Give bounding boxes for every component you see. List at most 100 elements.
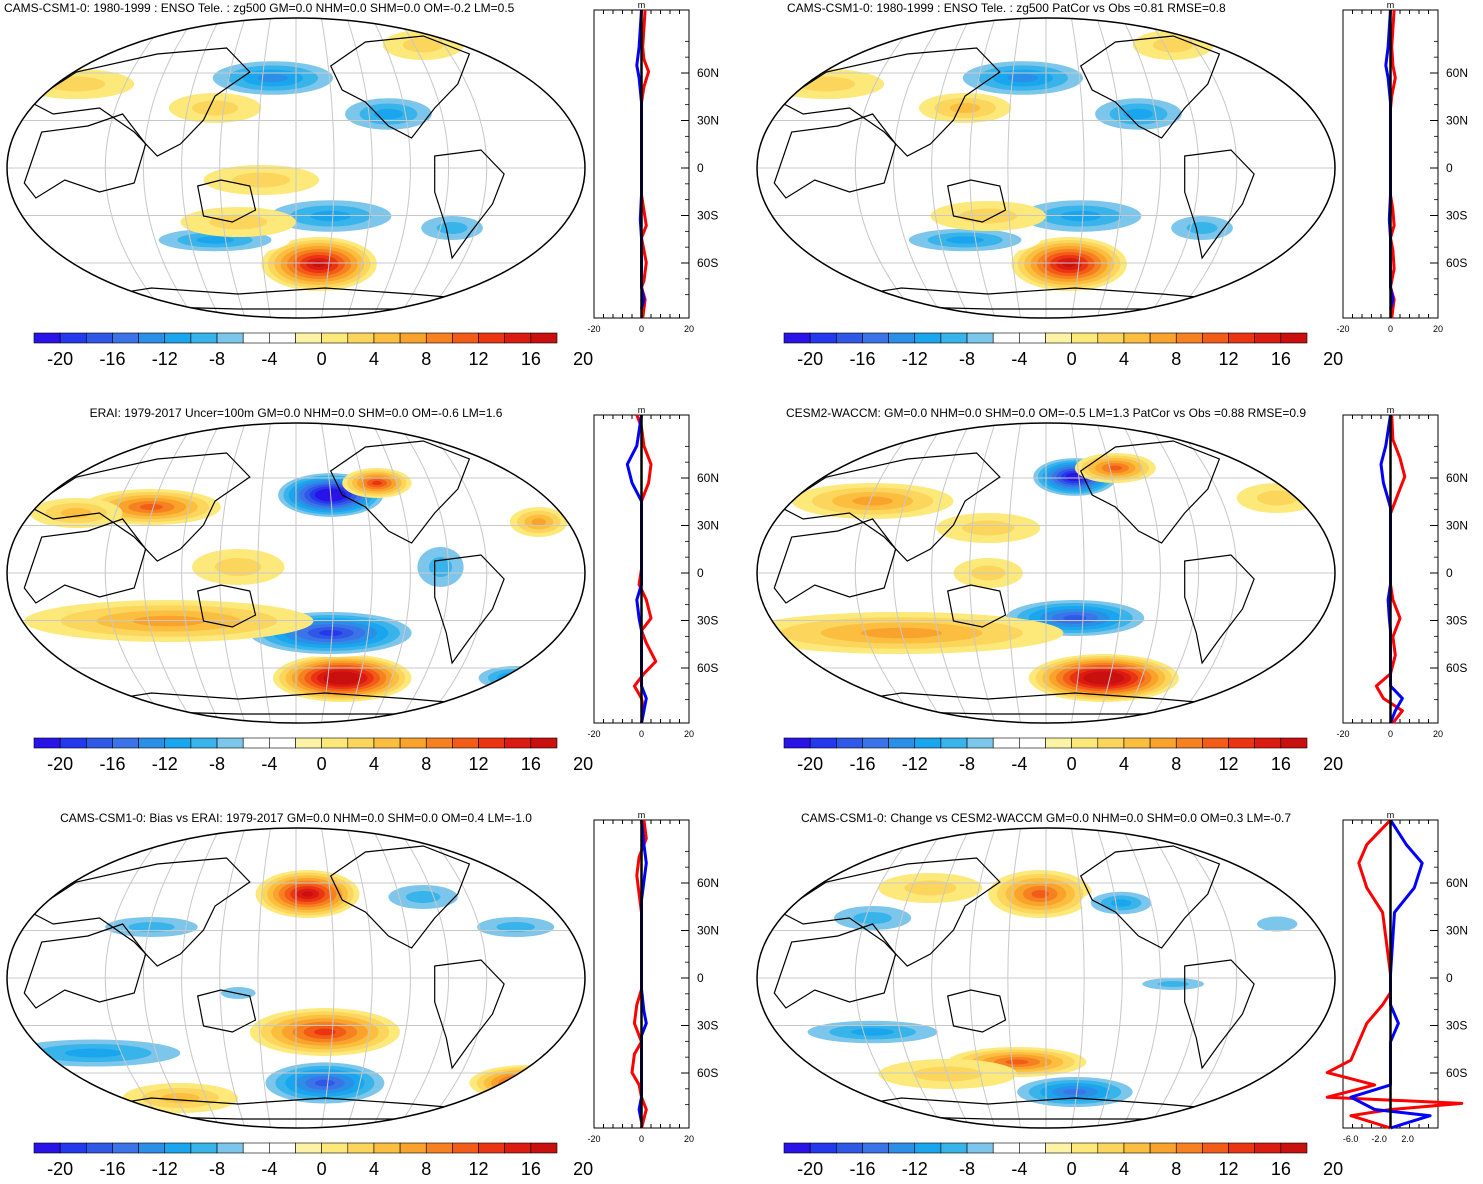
colorbar-swatch: [783, 737, 811, 749]
colorbar-tick-label: -12: [152, 1159, 178, 1179]
zonal-profile: m 60N 30N 0 30S 60S -6.0 -2.0 2.0: [1325, 810, 1468, 1144]
colorbar-swatch: [1123, 332, 1151, 344]
colorbar-swatch: [112, 1142, 139, 1154]
profile-lat-label: 60N: [1446, 876, 1468, 890]
colorbar-tick-label: 0: [1067, 1159, 1077, 1179]
colorbar-swatch: [783, 1142, 811, 1154]
anomaly-blob: [936, 513, 1041, 543]
colorbar-swatch: [1254, 737, 1282, 749]
colorbar-swatch: [530, 332, 558, 344]
anomaly-blob: [249, 1008, 401, 1056]
profile-x-tick: -2.0: [1371, 1134, 1387, 1144]
map-frame: [756, 827, 1336, 1129]
colorbar-swatch: [862, 737, 889, 749]
anomaly-blob: [255, 870, 360, 918]
colorbar-tick-label: 16: [521, 754, 541, 774]
profile-x-tick: 0: [639, 1134, 644, 1144]
colorbar-tick-label: 20: [1323, 754, 1343, 774]
colorbar-swatch: [1123, 1142, 1151, 1154]
colorbar-swatch: [1202, 1142, 1229, 1154]
colorbar-swatch: [940, 1142, 968, 1154]
colorbar-swatch: [33, 737, 61, 749]
colorbar-swatch: [1228, 332, 1256, 344]
colorbar-tick-label: -8: [959, 754, 975, 774]
colorbar-swatch: [809, 332, 837, 344]
panel-3: ERAI: 1979-2017 Uncer=100m GM=0.0 NHM=0.…: [6, 405, 719, 774]
colorbar-swatch: [1280, 737, 1308, 749]
profile-unit: m: [638, 0, 646, 10]
profile-lat-label: 60N: [1446, 471, 1468, 485]
colorbar-swatch: [783, 332, 811, 344]
colorbar-tick-label: -12: [152, 349, 178, 369]
colorbar-swatch: [59, 332, 87, 344]
colorbar-tick-label: -16: [99, 754, 125, 774]
anomaly-blob: [261, 237, 377, 291]
colorbar-swatch: [1175, 737, 1203, 749]
anomaly-blob: [878, 1059, 1018, 1089]
colorbar-tick-label: -8: [209, 349, 225, 369]
colorbar-swatch: [425, 737, 453, 749]
profile-lat-label: 30S: [1446, 209, 1467, 223]
colorbar-swatch: [321, 1142, 349, 1154]
colorbar-swatch: [112, 737, 139, 749]
colorbar-tick-label: -12: [902, 349, 928, 369]
profile-line-red: [630, 819, 648, 1129]
colorbar-swatch: [1097, 737, 1125, 749]
colorbar-tick-label: -20: [797, 349, 823, 369]
colorbar-swatch: [216, 737, 244, 749]
profile-line-blue: [625, 414, 648, 724]
colorbar-swatch: [399, 332, 427, 344]
contour-map: [757, 828, 1335, 1128]
colorbar-swatch: [190, 1142, 218, 1154]
map-frame: [756, 422, 1336, 724]
colorbar-swatch: [399, 1142, 427, 1154]
profile-lat-label: 0: [1446, 161, 1453, 175]
profile-x-tick: 20: [684, 1134, 694, 1144]
profile-x-tick: -20: [587, 1134, 600, 1144]
anomaly-blob: [791, 483, 954, 519]
colorbar-tick-label: -20: [47, 1159, 73, 1179]
colorbar-swatch: [914, 332, 942, 344]
colorbar-tick-label: 4: [369, 1159, 379, 1179]
profile-lat-label: 30N: [697, 114, 719, 128]
profile-line-blue: [1379, 414, 1404, 724]
colorbar-swatch: [1280, 332, 1308, 344]
colorbar-tick-label: 8: [421, 754, 431, 774]
colorbar-tick-label: 12: [1219, 349, 1239, 369]
panel-title: ERAI: 1979-2017 Uncer=100m GM=0.0 NHM=0.…: [90, 406, 503, 420]
colorbar-swatch: [86, 332, 113, 344]
panel-title: CAMS-CSM1-0: 1980-1999 : ENSO Tele. : zg…: [787, 1, 1226, 15]
profile-line-red: [632, 414, 658, 724]
colorbar-tick-label: -16: [99, 349, 125, 369]
colorbar-tick-label: -12: [902, 1159, 928, 1179]
profile-lat-label: 30N: [697, 519, 719, 533]
colorbar-swatch: [1019, 737, 1046, 749]
anomaly-blob: [203, 165, 320, 195]
colorbar-tick-label: 16: [1271, 1159, 1291, 1179]
colorbar-tick-label: -16: [849, 754, 875, 774]
colorbar-tick-label: 4: [1119, 1159, 1129, 1179]
profile-lat-label: 60N: [697, 876, 719, 890]
profile-x-tick: -6.0: [1343, 1134, 1359, 1144]
colorbar-swatch: [216, 1142, 244, 1154]
colorbar-tick-label: 0: [317, 349, 327, 369]
colorbar-swatch: [914, 1142, 942, 1154]
colorbar-swatch: [888, 1142, 916, 1154]
profile-x-tick: 2.0: [1401, 1134, 1414, 1144]
colorbar-swatch: [835, 737, 863, 749]
anomaly-blob: [1011, 237, 1127, 291]
colorbar-tick-label: 16: [1271, 754, 1291, 774]
colorbar-swatch: [347, 737, 375, 749]
map-frame: [6, 17, 586, 319]
colorbar-swatch: [966, 1142, 994, 1154]
profile-lat-label: 30S: [697, 209, 718, 223]
profile-x-tick: 0: [639, 729, 644, 739]
colorbar-swatch: [452, 737, 479, 749]
profile-x-tick: 0: [1388, 324, 1393, 334]
colorbar-tick-label: 12: [469, 754, 489, 774]
profile-x-tick: 20: [684, 729, 694, 739]
colorbar-swatch: [1045, 1142, 1072, 1154]
profile-x-tick: -20: [587, 324, 600, 334]
colorbar-swatch: [1228, 1142, 1256, 1154]
